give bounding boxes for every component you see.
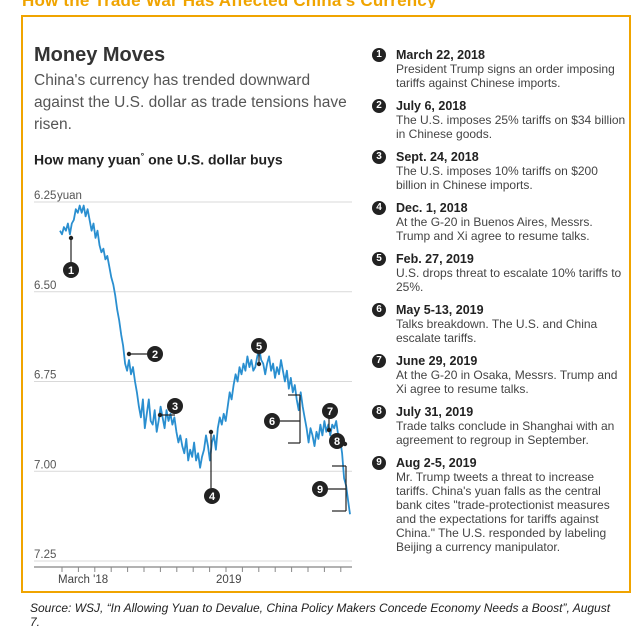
marker-number: 5 [256,341,262,353]
chart-heading-tail: one U.S. dollar buys [144,151,283,168]
marker-1: 1 [63,262,79,278]
event-description: President Trump signs an order imposing … [396,62,615,90]
marker-circle [329,433,345,449]
chart-title: Money Moves [34,44,166,66]
event-point [326,427,332,433]
marker-circle [63,262,79,278]
event-description: At the G-20 in Buenos Aires, Messrs. Tru… [396,215,593,243]
event-date: July 31, 2019 [396,405,474,419]
x-tick-label: 2019 [216,574,242,586]
event-date: Feb. 27, 2019 [396,252,474,266]
event-item: 6 May 5-13, 2019 Talks breakdown. The U.S.… [372,303,628,345]
marker-number: 4 [209,491,216,503]
event-description: Trade talks conclude in Shanghai with an… [396,419,615,447]
event-number: 8 [372,405,386,419]
event-list: 1 March 22, 2018 President Trump signs an … [372,48,628,563]
marker-circle [322,403,338,419]
infographic-frame [21,15,631,593]
marker-number: 1 [68,265,74,277]
event-point [256,361,262,367]
marker-circle [147,346,163,362]
marker-3: 3 [167,398,183,414]
event-item: 3 Sept. 24, 2018 The U.S. imposes 10% tari… [372,150,628,192]
marker-9: 9 [312,481,328,497]
annotation-markers: 1 2 3 4 5 6 7 8 9 [63,235,348,512]
footnote-mark: ° [140,151,145,161]
event-number: 2 [372,99,386,113]
marker-5: 5 [251,338,267,354]
event-item: 5 Feb. 27, 2019 U.S. drops threat to escal… [372,252,628,294]
marker-number: 8 [334,436,340,448]
chart-heading-text: How many yuan [34,151,141,168]
event-item: 7 June 29, 2019 At the G-20 in Osaka, Mess… [372,354,628,396]
event-point [157,412,163,418]
y-unit-label: yuan [57,190,82,202]
event-item: 9 Aug 2-5, 2019 Mr. Trump tweets a threat … [372,456,628,554]
marker-number: 2 [152,349,158,361]
header-fragment: How the Trade War Has Affected China's C… [22,0,437,8]
tick-labels: 6.25 yuan 6.50 6.75 7.00 7.25 March '18 2019 [34,190,242,586]
event-item: 4 Dec. 1, 2018 At the G-20 in Buenos Aires… [372,201,628,243]
marker-circle [312,481,328,497]
cropped-header: How the Trade War Has Affected China's C… [0,0,640,8]
event-point [126,351,132,357]
event-item: 2 July 6, 2018 The U.S. imposes 25% tariff… [372,99,628,141]
event-number: 4 [372,201,386,215]
event-date: July 6, 2018 [396,99,467,113]
event-description: Talks breakdown. The U.S. and China esca… [396,317,598,345]
chart-subtitle: China's currency has trended downward ag… [34,72,347,133]
event-date: Sept. 24, 2018 [396,150,479,164]
marker-number: 3 [172,401,178,413]
marker-4: 4 [204,488,220,504]
event-number: 1 [372,48,386,62]
event-description: The U.S. imposes 10% tariffs on $200 bil… [396,164,598,192]
event-number: 3 [372,150,386,164]
marker-number: 7 [327,406,333,418]
event-description: At the G-20 in Osaka, Messrs. Trump and … [396,368,618,396]
x-tick-label: March '18 [58,574,108,586]
marker-circle [264,413,280,429]
grid-layer [34,201,352,572]
y-tick-label: 7.00 [34,459,56,471]
marker-8: 8 [329,433,345,449]
event-point [68,235,74,241]
event-number: 6 [372,303,386,317]
event-date: May 5-13, 2019 [396,303,484,317]
series-line-yuan [59,204,351,515]
marker-6: 6 [264,413,280,429]
marker-circle [204,488,220,504]
source-note: Source: WSJ, “In Allowing Yuan to Devalu… [30,601,611,629]
chart-heading: How many yuan° one U.S. dollar buys [34,151,283,168]
y-tick-label: 6.75 [34,370,56,382]
marker-2: 2 [147,346,163,362]
marker-7: 7 [322,403,338,419]
event-date: Aug 2-5, 2019 [396,456,477,470]
marker-circle [167,398,183,414]
event-number: 5 [372,252,386,266]
event-number: 7 [372,354,386,368]
event-description: The U.S. imposes 25% tariffs on $34 bill… [396,113,626,141]
event-date: June 29, 2019 [396,354,478,368]
event-description: U.S. drops threat to escalate 10% tariff… [396,266,622,294]
event-item: 8 July 31, 2019 Trade talks conclude in Sh… [372,405,628,447]
marker-number: 6 [269,416,275,428]
event-date: March 22, 2018 [396,48,485,62]
y-tick-label: 6.50 [34,280,56,292]
event-date: Dec. 1, 2018 [396,201,468,215]
event-point [208,429,214,435]
marker-circle [251,338,267,354]
y-tick-label: 6.25 [34,190,56,202]
event-item: 1 March 22, 2018 President Trump signs an … [372,48,628,90]
event-number: 9 [372,456,386,470]
y-tick-label: 7.25 [34,549,56,561]
event-description: Mr. Trump tweets a threat to increase ta… [396,470,610,554]
marker-number: 9 [317,484,323,496]
